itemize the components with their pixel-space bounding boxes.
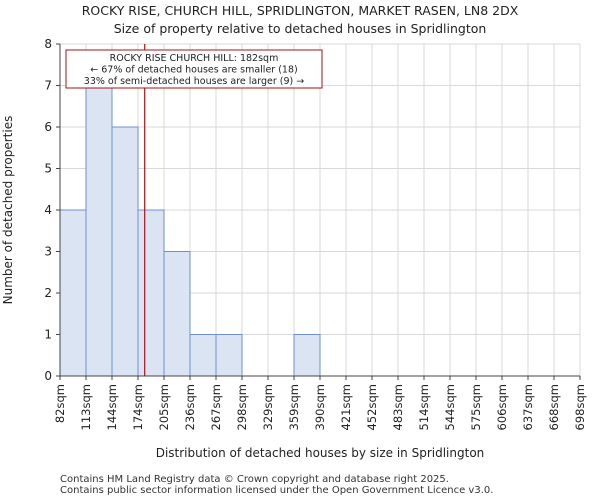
bar-144sqm [111,126,139,377]
chart-title: ROCKY RISE, CHURCH HILL, SPRIDLINGTON, M… [81,3,519,18]
bars [59,85,321,377]
y-tick-label: 7 [44,79,52,93]
x-tick-label: 637sqm [521,384,535,430]
x-tick-label: 421sqm [339,384,353,430]
bar-205sqm [163,251,191,377]
bar-236sqm [189,334,217,377]
x-tick-label: 668sqm [547,384,561,430]
x-tick-label: 575sqm [469,384,483,430]
x-tick-label: 606sqm [495,384,509,430]
annotation-line-3: 33% of semi-detached houses are larger (… [84,76,304,87]
property-marker: ROCKY RISE CHURCH HILL: 182sqm← 67% of d… [65,44,323,376]
y-tick-label: 3 [44,245,52,259]
x-tick-label: 144sqm [105,384,119,430]
x-tick-label: 205sqm [157,384,171,430]
annotation-line-1: ROCKY RISE CHURCH HILL: 182sqm [110,53,279,64]
x-tick-label: 390sqm [313,384,327,430]
y-axis-title: Number of detached properties [1,116,15,305]
y-tick-label: 1 [44,328,52,342]
x-tick-label: 236sqm [183,384,197,430]
footer-line-1: Contains HM Land Registry data © Crown c… [60,474,449,485]
x-tick-label: 698sqm [573,384,587,430]
y-tick-label: 0 [44,369,52,383]
chart-title-block: ROCKY RISE, CHURCH HILL, SPRIDLINGTON, M… [0,2,600,38]
chart-subtitle: Size of property relative to detached ho… [113,21,487,36]
y-tick-label: 2 [44,286,52,300]
bar-267sqm [215,334,243,377]
x-tick-label: 267sqm [209,384,223,430]
x-tick-label: 82sqm [53,384,67,423]
x-tick-label: 544sqm [443,384,457,430]
x-tick-label: 113sqm [79,384,93,430]
bar-82sqm [59,209,87,377]
x-tick-label: 483sqm [391,384,405,430]
y-tick-label: 8 [44,37,52,51]
bar-113sqm [85,85,113,377]
x-axis-title: Distribution of detached houses by size … [156,446,485,460]
y-tick-label: 4 [44,203,52,217]
footer-line-2: Contains public sector information licen… [60,485,494,496]
axes: 0 1 2 3 4 5 6 7 8 82sqm 113sqm 144sqm 174sqm 205sqm 23… [1,37,587,460]
bar-chart: 0 1 2 3 4 5 6 7 8 82sqm 113sqm 144sqm 174sqm 205sqm 23… [1,37,587,460]
bar-174sqm [137,209,165,377]
x-tick-label: 298sqm [235,384,249,430]
y-tick-label: 6 [44,120,52,134]
annotation-box [65,49,323,89]
x-tick-label: 329sqm [261,384,275,430]
bar-359sqm [293,334,321,377]
x-tick-label: 452sqm [365,384,379,430]
annotation-line-2: ← 67% of detached houses are smaller (18… [90,65,297,76]
x-tick-label: 359sqm [287,384,301,430]
y-tick-label: 5 [44,162,52,176]
footer: Contains HM Land Registry data © Crown c… [60,474,493,496]
x-tick-label: 174sqm [131,384,145,430]
x-tick-label: 514sqm [417,384,431,430]
